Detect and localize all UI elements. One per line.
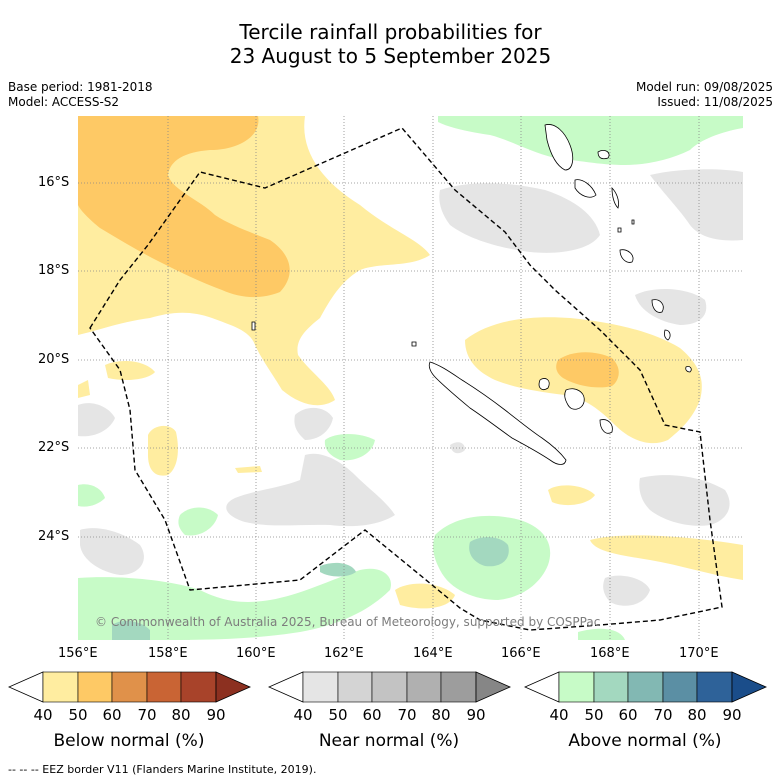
below-normal-title: Below normal (%) xyxy=(53,731,205,751)
base-period: Base period: 1981-2018 xyxy=(8,80,153,94)
meta-right: Model run: 09/08/2025 Issued: 11/08/2025 xyxy=(636,80,773,110)
above-tick-80: 80 xyxy=(687,706,707,724)
title-line-2: 23 August to 5 September 2025 xyxy=(229,44,552,68)
coastlines xyxy=(251,124,692,465)
gridlines xyxy=(78,116,743,640)
model-name: Model: ACCESS-S2 xyxy=(8,95,120,109)
above-tick-70: 70 xyxy=(653,706,673,724)
colorbar-above-normal xyxy=(524,671,767,703)
colorbar-below-arrow-right xyxy=(215,671,251,703)
below-tick-50: 50 xyxy=(68,706,88,724)
eez-border xyxy=(89,127,723,631)
lon-tick-158e: 158°E xyxy=(148,646,188,661)
lon-tick-156e: 156°E xyxy=(58,646,98,661)
eez-legend-footer: -- -- -- EEZ border V11 (Flanders Marine… xyxy=(8,763,317,776)
lat-tick-22s: 22°S xyxy=(38,440,70,455)
lon-tick-162e: 162°E xyxy=(324,646,364,661)
meta-left: Base period: 1981-2018 Model: ACCESS-S2 xyxy=(8,80,153,110)
copyright-text: © Commonwealth of Australia 2025, Bureau… xyxy=(95,615,600,629)
below-tick-70: 70 xyxy=(137,706,157,724)
near-tick-60: 60 xyxy=(362,706,382,724)
near-tick-50: 50 xyxy=(328,706,348,724)
below-tick-60: 60 xyxy=(102,706,122,724)
title-line-1: Tercile rainfall probabilities for xyxy=(239,20,542,44)
lon-tick-164e: 164°E xyxy=(413,646,453,661)
near-tick-80: 80 xyxy=(431,706,451,724)
lon-tick-168e: 168°E xyxy=(590,646,630,661)
near-normal-regions xyxy=(78,169,743,640)
lat-tick-18s: 18°S xyxy=(38,263,70,278)
map-area: © Commonwealth of Australia 2025, Bureau… xyxy=(78,116,743,640)
above-tick-50: 50 xyxy=(584,706,604,724)
colorbar-near-normal xyxy=(268,671,511,703)
lon-tick-170e: 170°E xyxy=(679,646,719,661)
model-run: Model run: 09/08/2025 xyxy=(635,80,773,94)
above-tick-90: 90 xyxy=(722,706,742,724)
below-tick-40: 40 xyxy=(33,706,53,724)
lat-tick-20s: 20°S xyxy=(38,352,70,367)
near-tick-40: 40 xyxy=(293,706,313,724)
near-tick-90: 90 xyxy=(466,706,486,724)
near-normal-title: Near normal (%) xyxy=(318,731,460,751)
below-tick-90: 90 xyxy=(206,706,226,724)
below-normal-regions xyxy=(78,116,743,609)
new-caledonia-main-island xyxy=(428,361,567,465)
above-normal-title: Above normal (%) xyxy=(568,731,722,751)
lat-tick-24s: 24°S xyxy=(38,529,70,544)
above-tick-40: 40 xyxy=(549,706,569,724)
lon-tick-160e: 160°E xyxy=(236,646,276,661)
above-tick-60: 60 xyxy=(618,706,638,724)
colorbar-below-arrow-left xyxy=(8,671,44,703)
lat-tick-16s: 16°S xyxy=(38,175,70,190)
issued-date: Issued: 11/08/2025 xyxy=(657,95,773,109)
near-tick-70: 70 xyxy=(397,706,417,724)
colorbar-below-normal xyxy=(8,671,251,703)
lon-tick-166e: 166°E xyxy=(501,646,541,661)
below-tick-80: 80 xyxy=(171,706,191,724)
